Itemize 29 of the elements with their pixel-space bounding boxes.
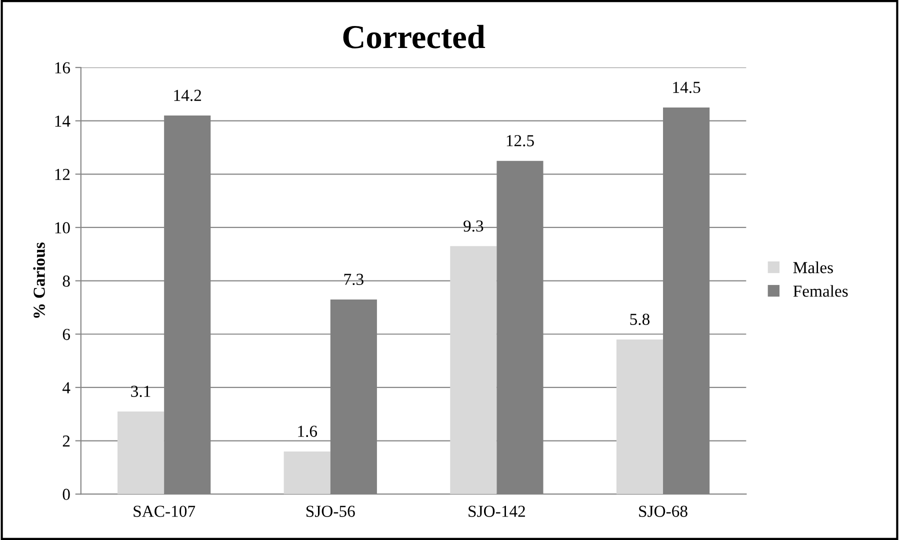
data-label: 7.3 [344,274,364,286]
bar [284,451,330,494]
data-label: 14.2 [174,90,202,102]
y-tick-label: 10 [55,222,70,234]
x-tick-label: SJO-68 [639,506,688,517]
y-axis-title: % Carious [33,242,45,318]
y-tick-label: 2 [62,436,70,447]
y-tick-label: 16 [55,62,70,74]
y-tick-label: 8 [62,276,70,287]
x-tick-label: SAC-107 [134,506,196,517]
bar [118,411,164,494]
y-tick-label: 0 [62,488,70,500]
y-tick-label: 12 [55,168,70,180]
legend-label: Females [793,285,848,297]
data-label: 12.5 [506,135,534,146]
bar [450,246,497,494]
data-label: 14.5 [673,82,700,94]
y-tick-label: 4 [62,382,70,394]
data-label: 1.6 [298,426,318,438]
legend-label: Males [793,262,833,274]
x-tick-label: SJO-56 [306,506,355,517]
data-label: 3.1 [131,386,150,398]
bar [616,339,664,494]
data-label: 9.3 [464,220,484,232]
x-tick-label: SJO-142 [468,506,525,517]
data-label: 5.8 [630,314,650,326]
chart-title: Corrected [343,24,486,48]
y-tick-label: 14 [55,116,70,127]
y-tick-label: 6 [62,328,70,340]
